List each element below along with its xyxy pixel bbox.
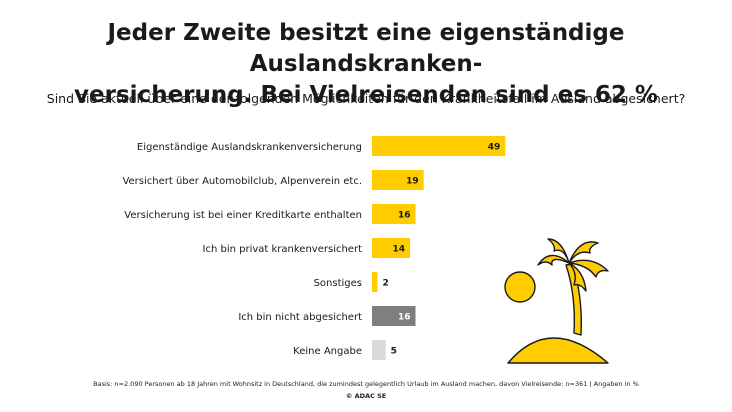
title-line-1: Jeder Zweite besitzt eine eigenständige … — [107, 20, 625, 77]
palm-leaf-icon — [568, 262, 587, 292]
copyright: © ADAC SE — [345, 392, 387, 400]
sun-icon — [504, 271, 536, 303]
value-label: 16 — [398, 313, 411, 323]
category-label: Keine Angabe — [293, 346, 362, 357]
bar — [372, 272, 378, 292]
title-line-2: versicherung. Bei Vielreisenden sind es … — [74, 82, 658, 108]
bar — [372, 170, 424, 190]
value-label: 19 — [406, 177, 419, 187]
bar — [372, 306, 416, 326]
value-label: 5 — [391, 347, 397, 357]
footnote-basis: Basis: n=2.090 Personen ab 18 Jahren mit… — [93, 380, 639, 388]
value-label: 49 — [488, 143, 501, 153]
bar — [372, 136, 506, 156]
value-label: 16 — [398, 211, 411, 221]
palm-island-icon — [504, 238, 609, 364]
palm-leaf-icon — [568, 241, 599, 264]
category-label: Ich bin privat krankenversichert — [203, 244, 363, 255]
category-label: Versichert über Automobilclub, Alpenvere… — [122, 176, 362, 187]
category-label: Versicherung ist bei einer Kreditkarte e… — [124, 210, 362, 221]
value-label: 14 — [393, 245, 406, 255]
bar — [372, 340, 386, 360]
category-label: Eigenständige Auslandskrankenversicherun… — [137, 142, 362, 153]
value-label: 2 — [382, 279, 388, 289]
category-label: Ich bin nicht abgesichert — [238, 312, 362, 323]
palm-leaf-icon — [568, 259, 609, 278]
category-label: Sonstiges — [314, 278, 362, 289]
chart-title: Jeder Zweite besitzt eine eigenständige … — [0, 18, 732, 111]
bar — [372, 238, 411, 258]
island-icon — [507, 337, 609, 364]
chart-subtitle: Sind Sie aktuell über eine der folgenden… — [46, 91, 686, 106]
palm-leaf-icon — [547, 238, 570, 264]
bar — [372, 204, 416, 224]
palm-leaf-icon — [537, 254, 570, 266]
